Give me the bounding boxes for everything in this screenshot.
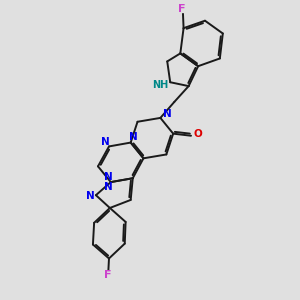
Text: N: N [163,109,171,119]
Text: O: O [193,129,202,139]
Text: N: N [129,132,138,142]
Text: N: N [85,191,94,201]
Text: N: N [104,182,112,192]
Text: F: F [178,4,186,14]
Text: NH: NH [152,80,169,90]
Text: N: N [104,172,112,182]
Text: F: F [104,270,112,280]
Text: N: N [101,137,110,147]
